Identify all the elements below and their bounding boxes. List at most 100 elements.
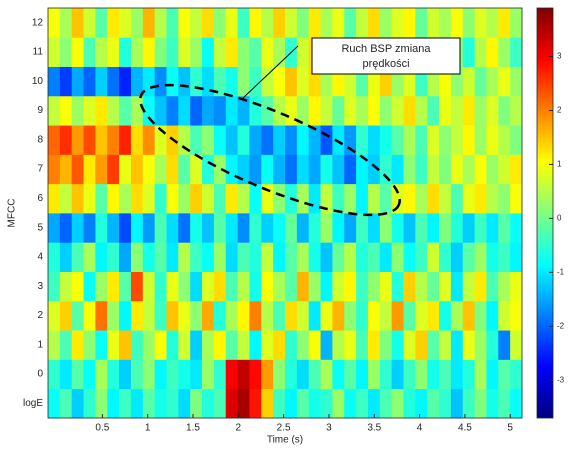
- heatmap-cell: [474, 330, 487, 360]
- heatmap-cell: [474, 300, 487, 331]
- heatmap-cell: [462, 125, 475, 155]
- heatmap-cell: [285, 271, 298, 302]
- heatmap-cell: [415, 213, 428, 243]
- heatmap-cell: [462, 66, 475, 97]
- heatmap-cell: [166, 242, 179, 272]
- heatmap-cell: [273, 8, 286, 38]
- heatmap-cell: [249, 271, 262, 302]
- heatmap-cell: [439, 125, 452, 155]
- colorbar-tick-label: -2: [557, 321, 565, 330]
- heatmap-cell: [178, 95, 191, 126]
- colorbar-tick-label: 2: [557, 106, 562, 115]
- heatmap-cell: [261, 37, 274, 67]
- heatmap-cell: [332, 95, 345, 126]
- heatmap-cell: [332, 300, 345, 331]
- heatmap-cell: [261, 8, 274, 38]
- heatmap-cell: [225, 66, 238, 97]
- heatmap-cell: [83, 300, 96, 331]
- heatmap-cell: [107, 37, 120, 67]
- heatmap-cell: [154, 37, 167, 67]
- heatmap-cell: [237, 359, 250, 390]
- heatmap-cell: [202, 213, 215, 243]
- heatmap-cell: [190, 154, 203, 185]
- heatmap-cell: [237, 95, 250, 126]
- heatmap-cell: [237, 213, 250, 243]
- heatmap-cell: [249, 330, 262, 360]
- heatmap-cell: [249, 242, 262, 272]
- heatmap-cell: [71, 125, 84, 155]
- heatmap-cell: [367, 359, 381, 390]
- heatmap-cell: [190, 125, 203, 155]
- y-axis-title: MFCC: [7, 199, 18, 228]
- heatmap-cell: [510, 359, 523, 390]
- heatmap-cell: [178, 300, 191, 331]
- heatmap-cell: [308, 300, 321, 331]
- heatmap-cell: [95, 300, 108, 331]
- heatmap-cell: [498, 183, 511, 214]
- heatmap-cell: [356, 125, 369, 155]
- heatmap-cell: [83, 388, 96, 419]
- heatmap-cell: [202, 37, 215, 67]
- heatmap-cell: [130, 66, 144, 97]
- heatmap-cell: [119, 95, 132, 126]
- heatmap-cell: [59, 213, 73, 243]
- heatmap-cell: [237, 330, 250, 360]
- y-tick-label: 0: [37, 369, 43, 380]
- heatmap-cell: [308, 213, 321, 243]
- heatmap: [48, 8, 523, 419]
- heatmap-cell: [273, 183, 286, 214]
- x-tick-label: 1.5: [186, 423, 200, 434]
- heatmap-cell: [344, 271, 357, 302]
- heatmap-cell: [498, 330, 511, 360]
- heatmap-cell: [95, 359, 108, 390]
- heatmap-cell: [439, 300, 452, 331]
- heatmap-cell: [486, 300, 499, 331]
- heatmap-cell: [285, 242, 298, 272]
- heatmap-cell: [261, 388, 274, 419]
- heatmap-cell: [474, 242, 487, 272]
- heatmap-cell: [356, 183, 369, 214]
- heatmap-cell: [237, 125, 250, 155]
- heatmap-cell: [59, 66, 73, 97]
- heatmap-cell: [474, 154, 487, 185]
- heatmap-cell: [285, 359, 298, 390]
- heatmap-cell: [237, 8, 250, 38]
- heatmap-cell: [450, 300, 464, 331]
- heatmap-cell: [510, 8, 523, 38]
- heatmap-cell: [356, 95, 369, 126]
- y-tick-label: 9: [37, 105, 43, 116]
- heatmap-cell: [367, 330, 381, 360]
- heatmap-cell: [296, 213, 310, 243]
- heatmap-cell: [83, 330, 96, 360]
- heatmap-cell: [154, 213, 167, 243]
- heatmap-cell: [510, 66, 523, 97]
- heatmap-cell: [95, 330, 108, 360]
- heatmap-cell: [439, 271, 452, 302]
- heatmap-cell: [486, 359, 499, 390]
- heatmap-cell: [273, 359, 286, 390]
- heatmap-cell: [344, 359, 357, 390]
- heatmap-cell: [427, 330, 440, 360]
- x-tick-label: 5: [507, 423, 513, 434]
- heatmap-cell: [510, 388, 523, 419]
- heatmap-cell: [367, 388, 381, 419]
- heatmap-cell: [107, 388, 120, 419]
- heatmap-cell: [59, 8, 73, 38]
- x-tick-label: 4.5: [458, 423, 472, 434]
- heatmap-cell: [379, 125, 393, 155]
- heatmap-cell: [48, 8, 61, 38]
- heatmap-cell: [213, 154, 227, 185]
- heatmap-cell: [450, 330, 464, 360]
- heatmap-cell: [344, 242, 357, 272]
- heatmap-cell: [498, 8, 511, 38]
- heatmap-cell: [154, 66, 167, 97]
- heatmap-cell: [48, 183, 61, 214]
- heatmap-cell: [308, 95, 321, 126]
- heatmap-cell: [344, 95, 357, 126]
- heatmap-cell: [273, 242, 286, 272]
- heatmap-cell: [379, 95, 393, 126]
- heatmap-cell: [367, 154, 381, 185]
- heatmap-cell: [308, 242, 321, 272]
- heatmap-cell: [296, 37, 310, 67]
- heatmap-cell: [83, 154, 96, 185]
